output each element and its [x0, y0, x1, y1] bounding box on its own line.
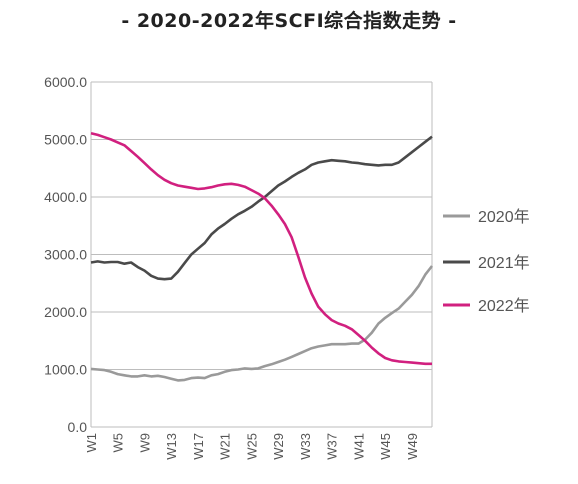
series-line-1 [90, 265, 434, 382]
y-tick-label: 6000.0 [44, 74, 87, 90]
y-tick-label: 5000.0 [44, 132, 87, 148]
x-tick-label: W13 [164, 433, 179, 460]
x-tick-label: W37 [325, 433, 340, 460]
chart-title: - 2020-2022年SCFI综合指数走势 - [121, 10, 457, 32]
x-tick-label: W5 [111, 433, 126, 453]
legend-label: 2020年 [478, 208, 530, 226]
x-tick-label: W25 [244, 433, 259, 460]
legend-label: 2022年 [478, 297, 530, 315]
legend-label: 2021年 [478, 254, 530, 272]
x-tick-label: W1 [84, 433, 99, 453]
y-tick-label: 1000.0 [44, 362, 87, 378]
series-line-3 [90, 131, 432, 366]
x-tick-label: W29 [271, 433, 286, 460]
x-tick-label: W21 [218, 433, 233, 460]
series-line-2 [90, 135, 433, 281]
x-tick-label: W33 [298, 433, 313, 460]
x-tick-label: W45 [378, 433, 393, 460]
y-tick-label: 0.0 [68, 419, 88, 435]
x-tick-label: W17 [191, 433, 206, 460]
x-tick-label: W9 [137, 433, 152, 453]
x-tick-label: W49 [405, 433, 420, 460]
x-tick-label: W41 [351, 433, 366, 460]
y-tick-label: 2000.0 [44, 304, 87, 320]
y-tick-label: 4000.0 [44, 189, 87, 205]
y-tick-label: 3000.0 [44, 247, 87, 263]
